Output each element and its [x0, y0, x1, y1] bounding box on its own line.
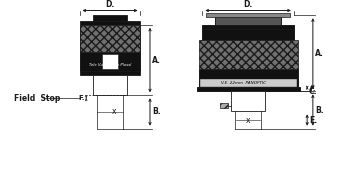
Bar: [80, 21, 140, 25]
Text: A.: A.: [152, 56, 161, 65]
Text: F.: F.: [79, 95, 85, 101]
Bar: [202, 25, 294, 29]
Bar: [200, 79, 297, 87]
Bar: [231, 91, 265, 111]
Bar: [197, 87, 300, 91]
Text: C.: C.: [309, 87, 318, 96]
Text: D.: D.: [243, 0, 253, 9]
Bar: [80, 25, 140, 71]
Bar: [93, 75, 127, 95]
Bar: [102, 54, 118, 69]
Text: B.: B.: [315, 106, 323, 115]
Bar: [202, 29, 294, 40]
Text: F.: F.: [309, 86, 316, 92]
Bar: [80, 71, 140, 75]
Text: E.: E.: [309, 115, 317, 125]
Text: V.E. 22mm  PANOPTIC: V.E. 22mm PANOPTIC: [221, 81, 266, 85]
Text: x: x: [112, 108, 116, 116]
Bar: [93, 15, 127, 21]
Bar: [215, 15, 282, 25]
Text: Field  Stop: Field Stop: [14, 94, 60, 103]
Text: x: x: [246, 115, 250, 125]
Text: B.: B.: [152, 108, 160, 116]
Bar: [80, 25, 140, 52]
Text: A.: A.: [315, 49, 324, 58]
Text: Tele Vue 55mm Plossl: Tele Vue 55mm Plossl: [89, 63, 131, 67]
Bar: [206, 13, 290, 17]
Bar: [199, 40, 298, 69]
Bar: [199, 69, 298, 87]
Bar: [220, 103, 228, 108]
Text: D.: D.: [105, 0, 115, 9]
